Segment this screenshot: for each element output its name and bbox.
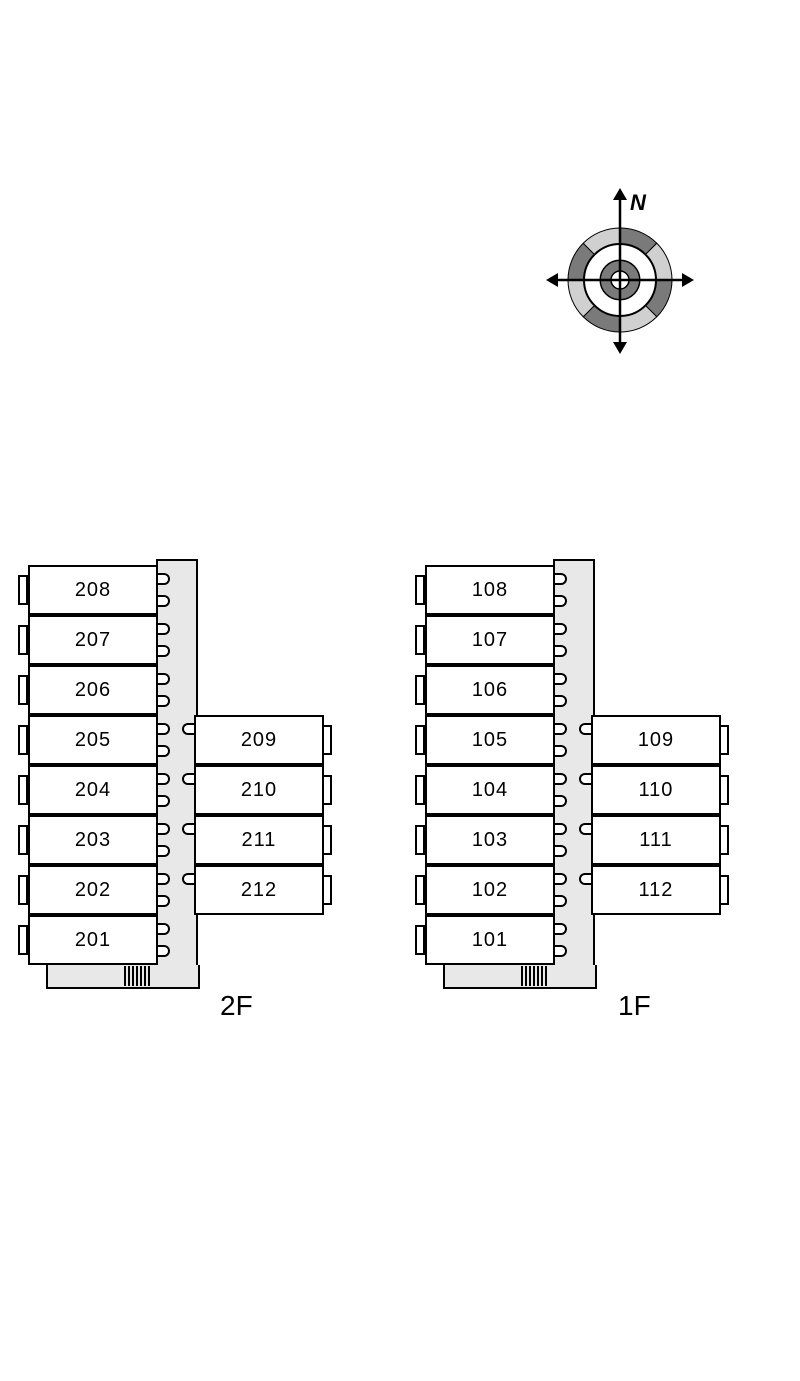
floor-label-2F: 2F [220, 990, 253, 1022]
balcony [18, 875, 28, 905]
balcony [415, 825, 425, 855]
balcony [415, 725, 425, 755]
balcony [415, 925, 425, 955]
room-110: 110 [591, 765, 721, 815]
balcony [18, 825, 28, 855]
room-101: 101 [425, 915, 555, 965]
door-icon [158, 895, 170, 907]
door-icon [555, 695, 567, 707]
room-207: 207 [28, 615, 158, 665]
balcony [719, 725, 729, 755]
door-icon [555, 873, 567, 885]
balcony [18, 675, 28, 705]
compass-icon: N [538, 164, 702, 373]
door-icon [579, 723, 591, 735]
door-icon [555, 573, 567, 585]
door-icon [158, 695, 170, 707]
door-icon [182, 773, 194, 785]
balcony [719, 825, 729, 855]
compass-north-label: N [630, 190, 647, 215]
door-icon [158, 623, 170, 635]
room-210: 210 [194, 765, 324, 815]
room-205: 205 [28, 715, 158, 765]
stair-icon [521, 966, 551, 986]
door-icon [158, 573, 170, 585]
room-104: 104 [425, 765, 555, 815]
balcony [719, 875, 729, 905]
door-icon [555, 773, 567, 785]
door-icon [555, 845, 567, 857]
balcony [322, 775, 332, 805]
door-icon [182, 873, 194, 885]
room-202: 202 [28, 865, 158, 915]
balcony [18, 575, 28, 605]
door-icon [555, 923, 567, 935]
room-102: 102 [425, 865, 555, 915]
balcony [18, 925, 28, 955]
balcony [322, 725, 332, 755]
stair-icon [124, 966, 154, 986]
room-106: 106 [425, 665, 555, 715]
balcony [18, 625, 28, 655]
door-icon [555, 723, 567, 735]
door-icon [158, 873, 170, 885]
balcony [415, 875, 425, 905]
floor-plan-diagram: N 208207206205204203202201 209210211212 2F 1… [0, 0, 800, 1381]
balcony [415, 675, 425, 705]
door-icon [555, 645, 567, 657]
room-208: 208 [28, 565, 158, 615]
door-icon [158, 945, 170, 957]
door-icon [555, 895, 567, 907]
corridor [553, 559, 595, 971]
door-icon [158, 823, 170, 835]
door-icon [555, 673, 567, 685]
balcony [322, 875, 332, 905]
balcony [415, 575, 425, 605]
door-icon [182, 723, 194, 735]
door-icon [555, 623, 567, 635]
balcony [322, 825, 332, 855]
door-icon [158, 645, 170, 657]
room-107: 107 [425, 615, 555, 665]
room-103: 103 [425, 815, 555, 865]
door-icon [158, 773, 170, 785]
room-105: 105 [425, 715, 555, 765]
door-icon [158, 795, 170, 807]
floor-label-1F: 1F [618, 990, 651, 1022]
room-212: 212 [194, 865, 324, 915]
room-112: 112 [591, 865, 721, 915]
room-209: 209 [194, 715, 324, 765]
door-icon [158, 673, 170, 685]
door-icon [579, 773, 591, 785]
door-icon [555, 795, 567, 807]
room-108: 108 [425, 565, 555, 615]
room-206: 206 [28, 665, 158, 715]
balcony [719, 775, 729, 805]
door-icon [158, 923, 170, 935]
balcony [415, 625, 425, 655]
door-icon [579, 823, 591, 835]
room-211: 211 [194, 815, 324, 865]
room-111: 111 [591, 815, 721, 865]
room-203: 203 [28, 815, 158, 865]
door-icon [555, 945, 567, 957]
entrance-base [46, 965, 200, 989]
door-icon [158, 845, 170, 857]
corridor [156, 559, 198, 971]
door-icon [182, 823, 194, 835]
door-icon [555, 595, 567, 607]
door-icon [555, 823, 567, 835]
door-icon [555, 745, 567, 757]
door-icon [579, 873, 591, 885]
balcony [18, 725, 28, 755]
balcony [415, 775, 425, 805]
door-icon [158, 745, 170, 757]
room-204: 204 [28, 765, 158, 815]
room-201: 201 [28, 915, 158, 965]
room-109: 109 [591, 715, 721, 765]
door-icon [158, 723, 170, 735]
balcony [18, 775, 28, 805]
door-icon [158, 595, 170, 607]
entrance-base [443, 965, 597, 989]
